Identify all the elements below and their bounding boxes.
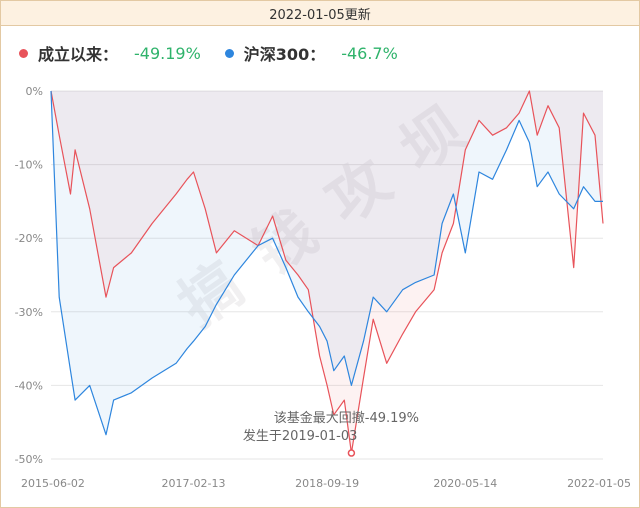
x-tick-label: 2017-02-13 [162,477,226,490]
y-tick-label: 0% [26,85,43,98]
x-tick-label: 2022-01-05 [567,477,631,490]
series-area-0 [51,91,603,453]
annotation-line-2: 发生于2019-01-03 [243,428,358,444]
legend-index-name: 沪深300： [243,45,326,64]
legend-fund-name: 成立以来： [38,45,119,64]
legend-fund-value: -49.19% [134,43,201,63]
x-tick-label: 2015-06-02 [21,477,85,490]
update-date-header: 2022-01-05更新 [1,1,639,26]
legend-fund-dot-icon [19,48,28,58]
update-date-label: 2022-01-05更新 [269,7,371,23]
y-tick-label: -10% [15,159,43,172]
y-tick-label: -30% [15,306,43,319]
annotation-line-1: 该基金最大回撤-49.19% [274,410,419,426]
legend-index-dot-icon [224,48,234,58]
legend-item-fund[interactable]: 成立以来： -49.19% [19,41,201,65]
y-tick-label: -40% [15,379,43,392]
legend-index-value: -46.7% [341,43,398,63]
legend-item-index[interactable]: 沪深300： -46.7% [224,41,398,65]
y-tick-label: -50% [15,453,43,466]
legend: 成立以来： -49.19% 沪深300： -46.7% [19,41,422,65]
x-tick-label: 2020-05-14 [433,477,497,490]
y-tick-label: -20% [15,232,43,245]
x-tick-label: 2018-09-19 [295,477,359,490]
max-drawdown-marker [347,449,356,457]
series-line-1 [50,90,603,436]
series-line-0 [50,90,604,454]
